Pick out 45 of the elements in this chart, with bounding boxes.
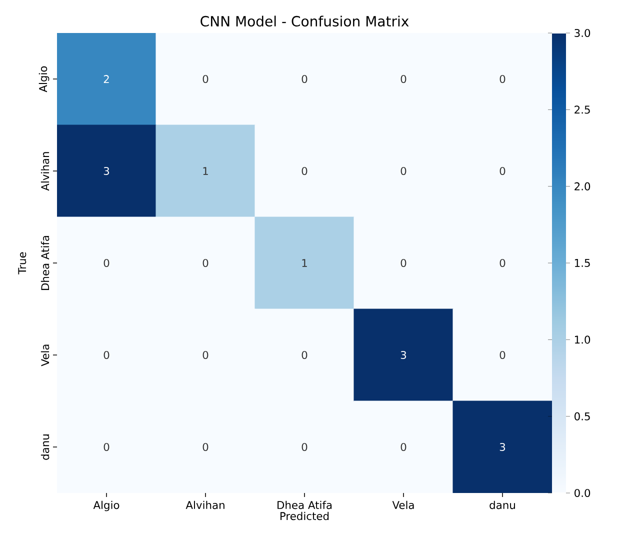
y-tick-label: Algio	[38, 66, 50, 92]
y-axis-title: True	[18, 252, 26, 274]
data-label: 0	[202, 442, 208, 452]
y-tick-label: Vela	[40, 344, 50, 366]
chart-title: CNN Model - Confusion Matrix	[200, 16, 409, 27]
data-label: 0	[400, 74, 406, 84]
color-bar-label: 0.5	[574, 412, 590, 420]
data-label: 0	[400, 258, 406, 268]
data-label: 0	[104, 442, 110, 452]
color-bar-label: 2.0	[574, 182, 590, 190]
data-label: 0	[302, 442, 308, 452]
data-label: 3	[104, 166, 110, 176]
data-label: 3	[400, 350, 406, 360]
x-tick-label: Alvihan	[186, 500, 224, 510]
data-label: 0	[302, 350, 308, 360]
data-label: 0	[500, 350, 506, 360]
color-bar-label: 1.5	[574, 259, 590, 267]
x-tick-label: Vela	[392, 500, 414, 510]
y-tick-label: Alvihan	[40, 152, 50, 191]
color-bar-label: 3.0	[574, 28, 590, 38]
x-tick-label: Dhea Atifa	[278, 500, 332, 510]
data-label: 0	[500, 258, 506, 268]
data-label: 0	[302, 74, 308, 84]
data-label: 0	[500, 74, 506, 84]
data-label: 0	[104, 258, 110, 268]
data-label: 1	[302, 259, 307, 267]
data-label: 0	[400, 166, 406, 176]
x-tick-label: Algio	[93, 500, 120, 512]
x-tick-label: danu	[490, 500, 515, 510]
y-tick-label: Dhea Atifa	[40, 236, 50, 290]
y-tick-label: danu	[40, 434, 50, 460]
data-label: 3	[500, 442, 506, 452]
data-label: 1	[203, 167, 208, 175]
data-label: 0	[202, 350, 208, 360]
data-label: 0	[302, 166, 308, 176]
data-label: 0	[500, 166, 506, 176]
data-label: 0	[202, 74, 208, 84]
x-axis-title: Predicted	[280, 512, 329, 520]
data-label: 0	[400, 442, 406, 452]
data-label: 2	[104, 75, 109, 83]
data-label: 0	[202, 258, 208, 268]
color-bar-label: 1.0	[574, 336, 590, 344]
color-bar-label: 2.5	[574, 106, 590, 114]
color-bar-label: 0.0	[574, 488, 590, 498]
data-label: 0	[104, 350, 110, 360]
